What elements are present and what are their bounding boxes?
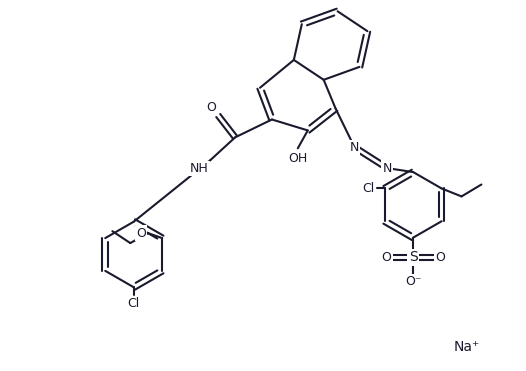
- Text: OH: OH: [288, 152, 307, 165]
- Text: O: O: [381, 251, 391, 264]
- Text: O⁻: O⁻: [405, 275, 421, 288]
- Text: Cl: Cl: [128, 297, 140, 310]
- Text: NH: NH: [189, 162, 208, 175]
- Text: N: N: [350, 141, 359, 154]
- Text: Na⁺: Na⁺: [454, 340, 480, 354]
- Text: O: O: [206, 101, 216, 114]
- Text: S: S: [409, 250, 418, 265]
- Text: O: O: [435, 251, 445, 264]
- Text: N: N: [382, 162, 392, 175]
- Text: O: O: [136, 227, 146, 240]
- Text: Cl: Cl: [362, 182, 375, 195]
